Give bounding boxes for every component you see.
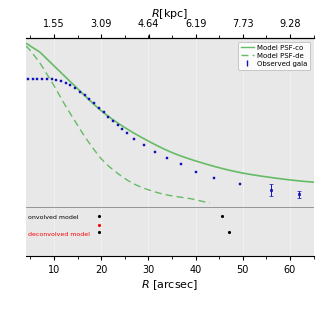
- X-axis label: $R$[kpc]: $R$[kpc]: [151, 7, 188, 20]
- Legend: Model PSF-co, Model PSF-de, Observed gala: Model PSF-co, Model PSF-de, Observed gal…: [238, 42, 310, 69]
- X-axis label: $R$ [arcsec]: $R$ [arcsec]: [141, 278, 198, 292]
- Text: onvolved model: onvolved model: [28, 215, 78, 220]
- Text: deconvolved model: deconvolved model: [28, 232, 90, 237]
